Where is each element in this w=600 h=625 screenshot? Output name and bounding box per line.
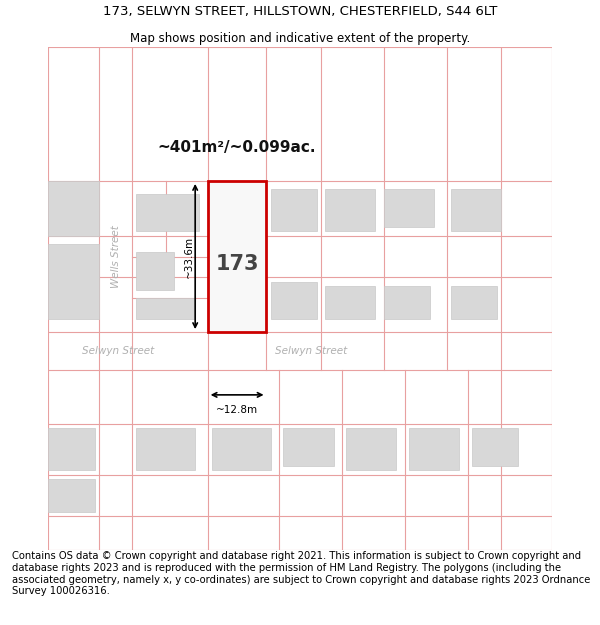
Bar [49, 244, 99, 319]
Bar [271, 189, 317, 231]
Bar [212, 185, 258, 223]
Text: Map shows position and indicative extent of the property.: Map shows position and indicative extent… [130, 31, 470, 44]
Text: ~33.6m: ~33.6m [184, 236, 194, 278]
Text: Wells Street: Wells Street [110, 225, 121, 288]
Bar [384, 286, 430, 319]
Text: Selwyn Street: Selwyn Street [82, 346, 154, 356]
Bar [409, 428, 460, 471]
Bar [325, 189, 376, 231]
Bar [451, 286, 497, 319]
Text: Selwyn Street: Selwyn Street [275, 346, 347, 356]
Bar [136, 194, 199, 231]
Text: Contains OS data © Crown copyright and database right 2021. This information is : Contains OS data © Crown copyright and d… [12, 551, 590, 596]
Bar [208, 181, 266, 332]
Bar [472, 428, 518, 466]
Bar [136, 298, 195, 319]
Bar [325, 286, 376, 319]
Bar [49, 181, 99, 236]
Bar [212, 428, 271, 471]
Bar [49, 479, 95, 512]
Bar [136, 253, 174, 290]
Bar [451, 189, 501, 231]
Text: ~401m²/~0.099ac.: ~401m²/~0.099ac. [158, 140, 316, 155]
Bar [49, 428, 95, 471]
Text: ~12.8m: ~12.8m [216, 406, 258, 416]
Bar [99, 47, 132, 332]
Bar [346, 428, 397, 471]
Bar [384, 189, 434, 227]
Bar [271, 282, 317, 319]
Text: 173, SELWYN STREET, HILLSTOWN, CHESTERFIELD, S44 6LT: 173, SELWYN STREET, HILLSTOWN, CHESTERFI… [103, 5, 497, 18]
Bar [283, 428, 334, 466]
Text: 173: 173 [215, 254, 259, 274]
Bar [136, 428, 195, 471]
Bar [49, 332, 551, 370]
